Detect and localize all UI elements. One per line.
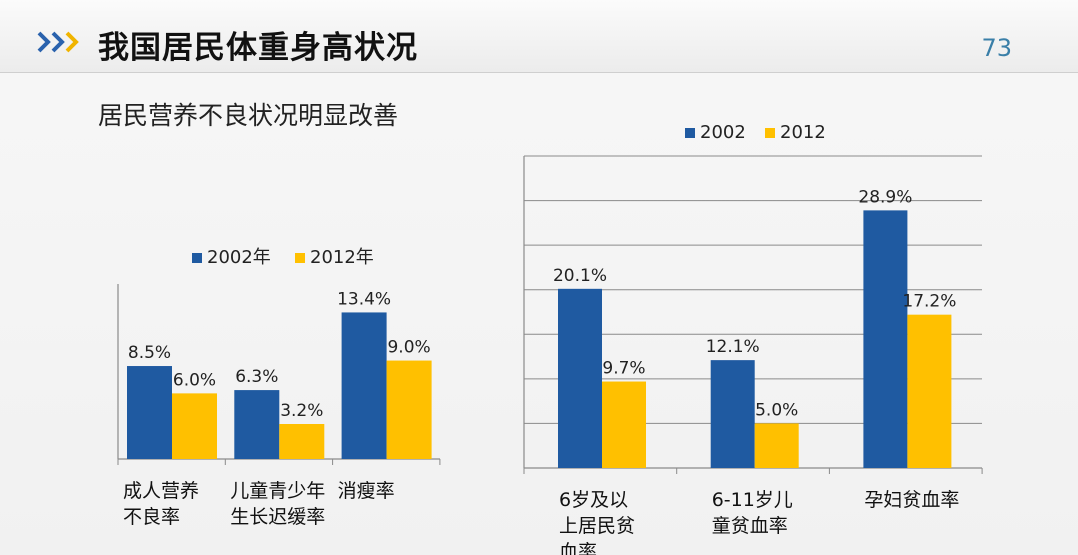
data-label: 3.2%: [280, 401, 323, 421]
legend-label: 2012年: [310, 247, 374, 268]
legend-label: 2002年: [207, 247, 271, 268]
triple-chevron-right-icon: [37, 31, 79, 53]
category-label: 孕妇贫血率: [864, 489, 959, 511]
category-label: 儿童青少年生长迟缓率: [230, 480, 325, 528]
data-label: 20.1%: [553, 266, 607, 286]
bar-2012-1: [754, 423, 799, 468]
page-title: 我国居民体重身高状况: [98, 30, 418, 66]
legend-label: 2012: [780, 122, 826, 143]
legend-swatch: [295, 253, 305, 263]
bar-2002-1: [710, 360, 755, 468]
legend-swatch: [192, 253, 202, 263]
data-label: 6.3%: [235, 367, 278, 387]
bar-2012-2: [907, 314, 952, 468]
bar-2002年-2: [341, 312, 387, 459]
data-label: 8.5%: [128, 343, 171, 363]
category-label: 成人营养不良率: [123, 480, 199, 528]
bar-2002-2: [863, 210, 908, 468]
bar-2002年-1: [234, 390, 280, 459]
legend-swatch: [765, 128, 775, 138]
bar-2012年-0: [172, 393, 217, 459]
category-label: 消瘦率: [338, 480, 395, 502]
slide-header: 我国居民体重身高状况 73: [0, 0, 1078, 73]
data-label: 5.0%: [755, 400, 798, 420]
bar-2012年-1: [279, 424, 325, 459]
data-label: 28.9%: [858, 187, 912, 207]
bar-2012-0: [602, 381, 646, 468]
data-label: 6.0%: [173, 370, 216, 390]
page-number: 73: [981, 34, 1012, 62]
category-label: 6岁及以上居民贫血率: [559, 489, 635, 555]
data-label: 9.7%: [602, 359, 645, 379]
data-label: 13.4%: [337, 289, 391, 309]
legend-label: 2002: [700, 122, 746, 143]
category-label: 6-11岁儿童贫血率: [712, 489, 793, 537]
slide-subtitle: 居民营养不良状况明显改善: [98, 101, 399, 130]
bar-2002-0: [558, 288, 602, 468]
bar-2002年-0: [127, 366, 172, 459]
bar-2012年-2: [386, 360, 432, 459]
data-label: 9.0%: [387, 338, 430, 358]
data-label: 12.1%: [706, 337, 760, 357]
legend-swatch: [685, 128, 695, 138]
data-label: 17.2%: [902, 292, 956, 312]
